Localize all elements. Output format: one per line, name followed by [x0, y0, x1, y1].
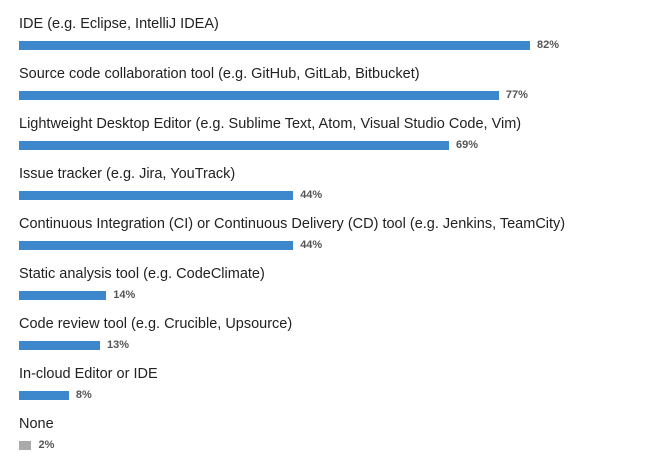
bar [19, 441, 32, 450]
value-label: 44% [300, 189, 323, 201]
chart-row: Continuous Integration (CI) or Continuou… [0, 215, 656, 265]
value-label: 8% [75, 389, 92, 401]
category-label: In-cloud Editor or IDE [19, 366, 158, 382]
bar [19, 91, 499, 100]
category-label: Static analysis tool (e.g. CodeClimate) [19, 266, 265, 282]
bar [19, 191, 294, 200]
chart-row: None 2% [0, 415, 656, 465]
chart-row: Lightweight Desktop Editor (e.g. Sublime… [0, 115, 656, 165]
category-label: Lightweight Desktop Editor (e.g. Sublime… [19, 116, 522, 132]
chart-row: Code review tool (e.g. Crucible, Upsourc… [0, 315, 656, 365]
horizontal-bar-chart: IDE (e.g. Eclipse, IntelliJ IDEA) 82% Sour… [0, 15, 656, 451]
chart-row: Static analysis tool (e.g. CodeClimate) 1… [0, 265, 656, 315]
bar [19, 241, 294, 250]
category-label: Issue tracker (e.g. Jira, YouTrack) [19, 166, 236, 182]
value-label: 77% [505, 89, 528, 101]
category-label: None [19, 416, 54, 432]
category-label: Code review tool (e.g. Crucible, Upsourc… [19, 316, 293, 332]
value-label: 13% [107, 339, 130, 351]
chart-row: Source code collaboration tool (e.g. Git… [0, 65, 656, 115]
chart-row: IDE (e.g. Eclipse, IntelliJ IDEA) 82% [0, 15, 656, 65]
value-label: 69% [455, 139, 479, 151]
value-label: 82% [537, 39, 560, 51]
bar [19, 341, 100, 350]
category-label: IDE (e.g. Eclipse, IntelliJ IDEA) [19, 16, 219, 32]
chart-row: Issue tracker (e.g. Jira, YouTrack) 44% [0, 165, 656, 215]
value-label: 14% [113, 289, 136, 301]
category-label: Source code collaboration tool (e.g. Git… [19, 66, 420, 82]
bar [19, 41, 530, 50]
value-label: 44% [300, 239, 323, 251]
category-label: Continuous Integration (CI) or Continuou… [19, 216, 566, 232]
bar [19, 291, 107, 300]
value-label: 2% [38, 439, 55, 451]
chart-row: In-cloud Editor or IDE 8% [0, 365, 656, 415]
bar [19, 141, 449, 150]
bar [19, 391, 69, 400]
